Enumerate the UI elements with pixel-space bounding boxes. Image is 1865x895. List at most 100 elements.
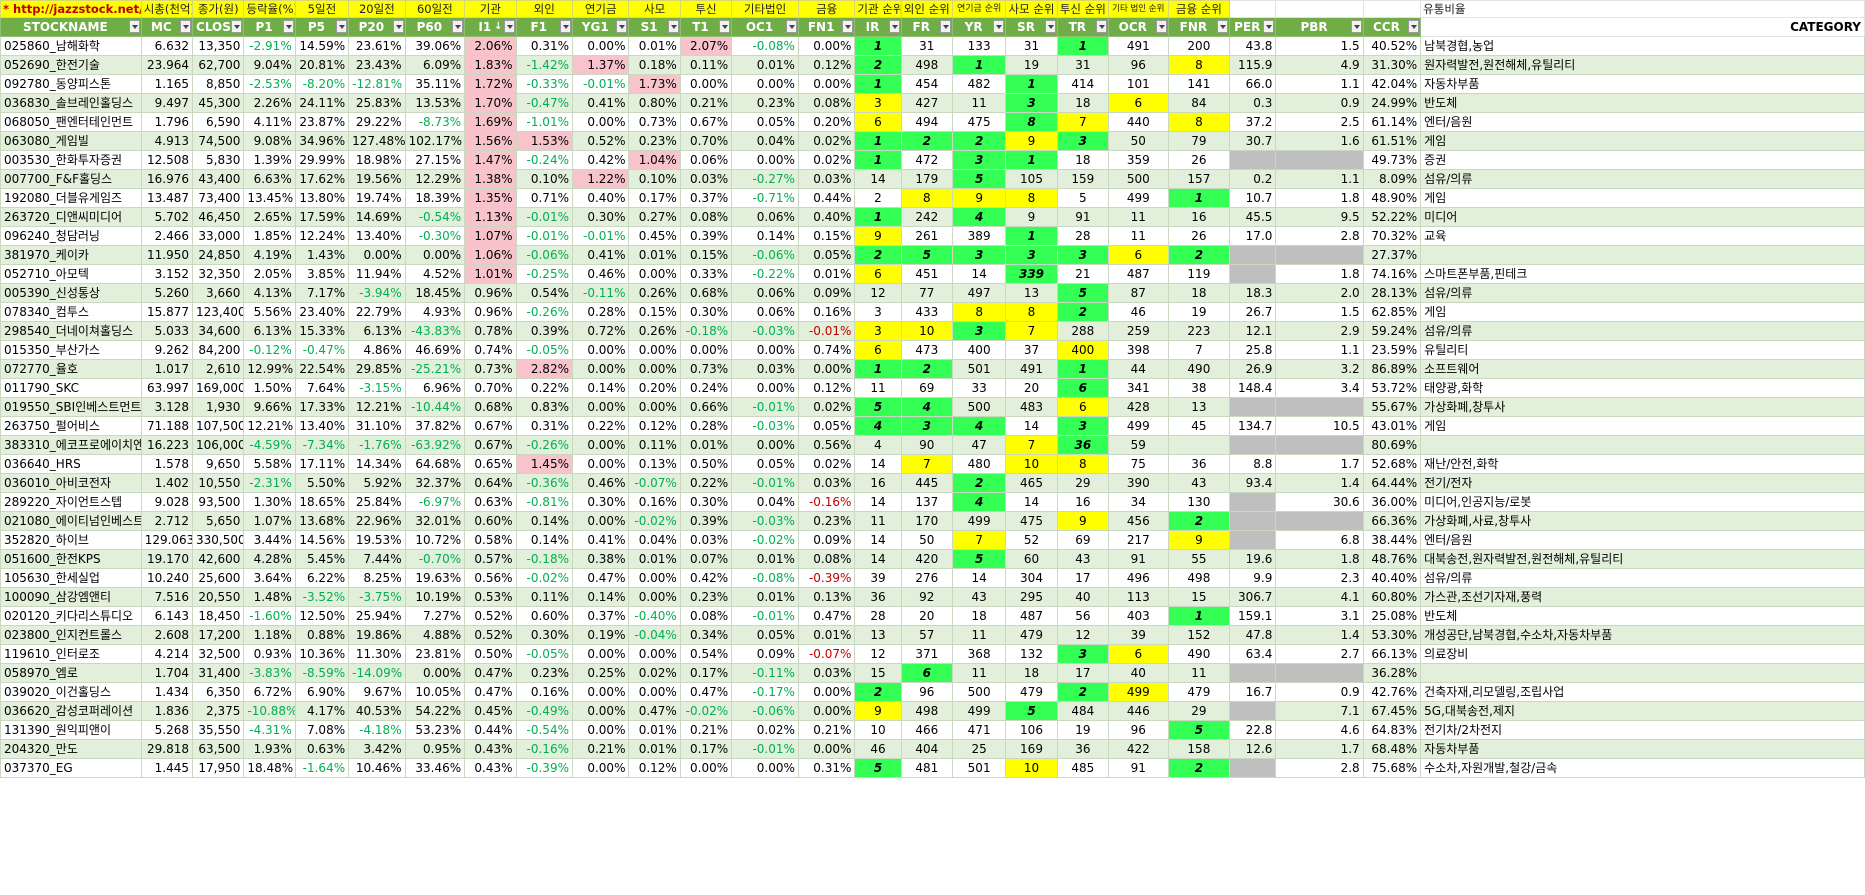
cell-i1[interactable]: 0.52%	[464, 606, 517, 626]
cell-f1[interactable]: -0.36%	[515, 473, 573, 493]
cell-pbr[interactable]: 1.8	[1275, 264, 1364, 284]
column-header-pbr[interactable]: PBR	[1275, 17, 1364, 37]
cell-sr[interactable]: 483	[1005, 397, 1058, 417]
cell-ccr[interactable]: 42.76%	[1362, 682, 1422, 702]
cell-tr[interactable]: 18	[1056, 150, 1110, 170]
cell-fn1[interactable]: 0.15%	[797, 226, 856, 246]
cell-sr[interactable]: 37	[1005, 340, 1058, 360]
cell-fn1[interactable]: 0.03%	[797, 663, 856, 683]
cell-ocr[interactable]: 499	[1108, 682, 1169, 702]
column-header-sr[interactable]: SR	[1005, 17, 1058, 37]
cell-close-price[interactable]: 45,300	[192, 93, 245, 113]
cell-sr[interactable]: 5	[1005, 701, 1058, 721]
cell-fr[interactable]: 433	[900, 302, 953, 322]
cell-ccr[interactable]: 61.51%	[1362, 131, 1422, 151]
cell-sr[interactable]: 18	[1005, 663, 1058, 683]
cell-pbr[interactable]: 1.6	[1275, 131, 1364, 151]
cell-sr[interactable]: 304	[1005, 568, 1058, 588]
cell-p5[interactable]: 0.63%	[294, 739, 350, 759]
cell-tr[interactable]: 485	[1056, 758, 1110, 778]
cell-stock-name[interactable]: 068050_팬엔터테인먼트	[0, 112, 142, 132]
cell-fn1[interactable]: 0.09%	[797, 283, 856, 303]
cell-stock-name[interactable]: 058970_엠로	[0, 663, 142, 683]
cell-p20[interactable]: 29.85%	[348, 359, 406, 379]
cell-pbr[interactable]	[1275, 397, 1364, 417]
cell-f1[interactable]: -0.47%	[515, 93, 573, 113]
cell-stock-name[interactable]: 005390_신성통상	[0, 283, 142, 303]
cell-per[interactable]	[1229, 701, 1277, 721]
cell-yr[interactable]: 500	[951, 397, 1007, 417]
cell-p1[interactable]: 0.93%	[243, 644, 296, 664]
cell-s1[interactable]: 0.27%	[628, 207, 681, 227]
cell-market-cap[interactable]: 16.223	[140, 435, 194, 455]
cell-sr[interactable]: 106	[1005, 720, 1058, 740]
cell-t1[interactable]: 0.00%	[679, 758, 733, 778]
cell-yg1[interactable]: 0.21%	[571, 739, 630, 759]
cell-p20[interactable]: 29.22%	[348, 112, 406, 132]
filter-dropdown-icon[interactable]	[1408, 20, 1420, 33]
cell-s1[interactable]: 0.12%	[628, 416, 681, 436]
cell-p5[interactable]: 7.17%	[294, 283, 350, 303]
cell-per[interactable]	[1229, 511, 1277, 531]
table-row[interactable]: 052690_한전기술 23.964 62,700 9.04% 20.81% 23.43%…	[0, 55, 1865, 75]
cell-close-price[interactable]: 62,700	[192, 55, 245, 75]
cell-p5[interactable]: 17.59%	[294, 207, 350, 227]
table-row[interactable]: 036620_감성코퍼레이션 1.836 2,375 -10.88% 4.17% 40.5…	[0, 701, 1865, 721]
cell-sr[interactable]: 169	[1005, 739, 1058, 759]
cell-yg1[interactable]: 0.00%	[571, 359, 630, 379]
cell-yr[interactable]: 14	[951, 568, 1007, 588]
cell-p5[interactable]: -1.64%	[294, 758, 350, 778]
cell-p1[interactable]: 1.07%	[243, 511, 296, 531]
table-row[interactable]: 192080_더블유게임즈 13.487 73,400 13.45% 13.80% 19.…	[0, 188, 1865, 208]
cell-fnr[interactable]: 15	[1167, 587, 1231, 607]
cell-category[interactable]: 수소차,자원개발,철강/금속	[1420, 758, 1865, 778]
cell-ocr[interactable]: 359	[1108, 150, 1169, 170]
cell-tr[interactable]: 3	[1056, 131, 1110, 151]
cell-f1[interactable]: -0.05%	[515, 644, 573, 664]
cell-p60[interactable]: -10.44%	[404, 397, 466, 417]
cell-p60[interactable]: 33.46%	[404, 758, 466, 778]
cell-t1[interactable]: 0.37%	[679, 188, 733, 208]
cell-fr[interactable]: 179	[900, 169, 953, 189]
cell-t1[interactable]: 0.00%	[679, 340, 733, 360]
cell-yg1[interactable]: -0.01%	[571, 226, 630, 246]
cell-oc1[interactable]: -0.01%	[731, 739, 799, 759]
cell-p1[interactable]: 1.85%	[243, 226, 296, 246]
cell-i1[interactable]: 0.58%	[464, 530, 517, 550]
cell-fnr[interactable]: 8	[1167, 112, 1231, 132]
cell-ir[interactable]: 2	[854, 245, 902, 265]
cell-stock-name[interactable]: 036620_감성코퍼레이션	[0, 701, 142, 721]
cell-fr[interactable]: 92	[900, 587, 953, 607]
cell-per[interactable]: 63.4	[1229, 644, 1277, 664]
cell-p60[interactable]: 10.19%	[404, 587, 466, 607]
cell-fn1[interactable]: 0.08%	[797, 549, 856, 569]
cell-p5[interactable]: 7.08%	[294, 720, 350, 740]
cell-fnr[interactable]: 26	[1167, 226, 1231, 246]
cell-fr[interactable]: 2	[900, 359, 953, 379]
cell-stock-name[interactable]: 052710_아모텍	[0, 264, 142, 284]
cell-ocr[interactable]: 6	[1108, 245, 1169, 265]
cell-p1[interactable]: 1.93%	[243, 739, 296, 759]
cell-close-price[interactable]: 63,500	[192, 739, 245, 759]
cell-oc1[interactable]: 0.23%	[731, 93, 799, 113]
cell-i1[interactable]: 1.35%	[464, 188, 517, 208]
cell-ir[interactable]: 36	[854, 587, 902, 607]
cell-close-price[interactable]: 107,500	[192, 416, 245, 436]
cell-ocr[interactable]: 456	[1108, 511, 1169, 531]
cell-f1[interactable]: -1.42%	[515, 55, 573, 75]
cell-ccr[interactable]: 80.69%	[1362, 435, 1422, 455]
cell-market-cap[interactable]: 1.434	[140, 682, 194, 702]
cell-fr[interactable]: 498	[900, 701, 953, 721]
cell-p20[interactable]: 9.67%	[348, 682, 406, 702]
cell-market-cap[interactable]: 6.632	[140, 36, 194, 56]
cell-p60[interactable]: 4.93%	[404, 302, 466, 322]
cell-i1[interactable]: 1.56%	[464, 131, 517, 151]
cell-tr[interactable]: 3	[1056, 644, 1110, 664]
cell-pbr[interactable]	[1275, 435, 1364, 455]
cell-t1[interactable]: 0.17%	[679, 739, 733, 759]
cell-ocr[interactable]: 390	[1108, 473, 1169, 493]
cell-oc1[interactable]: -0.71%	[731, 188, 799, 208]
cell-fr[interactable]: 427	[900, 93, 953, 113]
cell-pbr[interactable]: 6.8	[1275, 530, 1364, 550]
cell-p1[interactable]: 1.39%	[243, 150, 296, 170]
